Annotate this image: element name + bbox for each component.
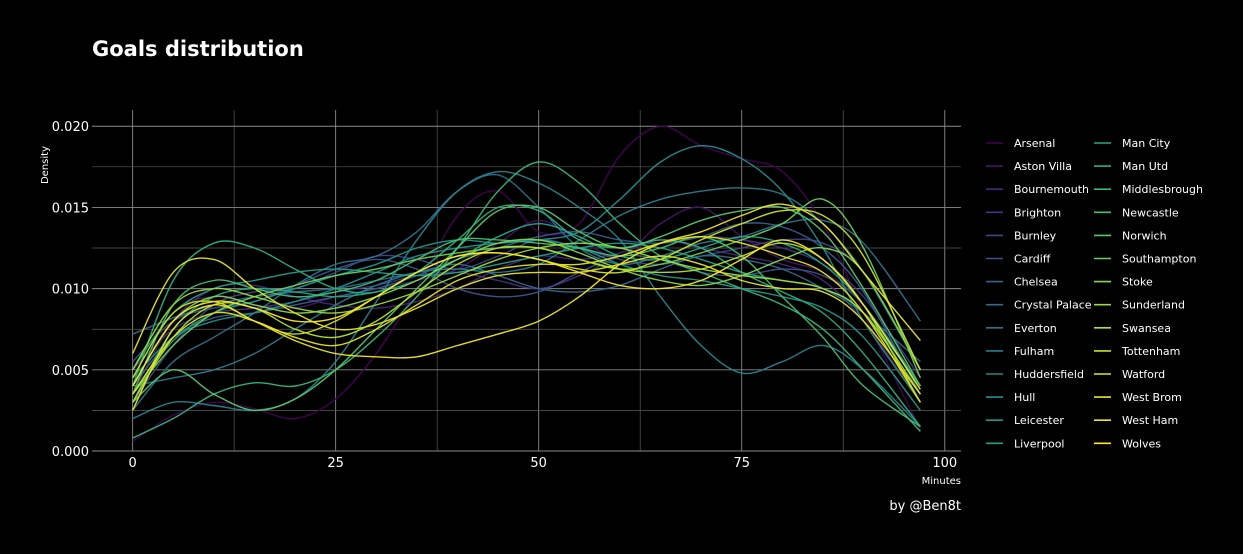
legend-label-crystal-palace: Crystal Palace bbox=[1014, 299, 1092, 312]
series-line-fulham bbox=[132, 187, 922, 387]
legend-label-burnley: Burnley bbox=[1014, 229, 1057, 242]
legend-label-wolves: Wolves bbox=[1122, 437, 1161, 450]
y-tick-label: 0.005 bbox=[52, 364, 89, 379]
legend-label-middlesbrough: Middlesbrough bbox=[1122, 183, 1203, 196]
x-tick-label: 50 bbox=[530, 456, 547, 471]
series-line-brighton bbox=[132, 235, 921, 379]
series-layer bbox=[131, 125, 922, 442]
legend-label-leicester: Leicester bbox=[1014, 414, 1064, 427]
x-tick-label: 25 bbox=[327, 456, 344, 471]
series-line-wolves bbox=[132, 239, 921, 390]
x-tick-label: 100 bbox=[932, 456, 957, 471]
series-line-bournemouth bbox=[131, 239, 921, 403]
caption: by @Ben8t bbox=[889, 499, 961, 514]
chart-title: Goals distribution bbox=[92, 37, 304, 61]
legend: Arsenal Aston Villa Bournemouth Brighton Bur… bbox=[986, 137, 1203, 450]
series-line-west-ham bbox=[131, 203, 921, 411]
legend-label-stoke: Stoke bbox=[1122, 276, 1153, 289]
y-tick-label: 0.010 bbox=[52, 283, 89, 298]
legend-label-tottenham: Tottenham bbox=[1121, 345, 1180, 358]
y-tick-label: 0.015 bbox=[52, 201, 89, 216]
legend-label-arsenal: Arsenal bbox=[1014, 137, 1055, 150]
legend-label-norwich: Norwich bbox=[1122, 229, 1167, 242]
legend-label-sunderland: Sunderland bbox=[1122, 299, 1185, 312]
legend-label-cardiff: Cardiff bbox=[1014, 253, 1051, 266]
legend-label-west-ham: West Ham bbox=[1122, 414, 1178, 427]
grid bbox=[92, 110, 961, 452]
legend-label-swansea: Swansea bbox=[1122, 322, 1171, 335]
legend-label-man-utd: Man Utd bbox=[1122, 160, 1168, 173]
legend-label-chelsea: Chelsea bbox=[1014, 276, 1058, 289]
legend-label-newcastle: Newcastle bbox=[1122, 206, 1179, 219]
legend-label-hull: Hull bbox=[1014, 391, 1035, 404]
legend-label-liverpool: Liverpool bbox=[1014, 437, 1064, 450]
series-line-norwich bbox=[132, 204, 922, 412]
legend-label-everton: Everton bbox=[1014, 322, 1057, 335]
y-tick-label: 0.000 bbox=[52, 445, 89, 460]
series-line-middlesbrough bbox=[132, 161, 921, 439]
legend-label-southampton: Southampton bbox=[1122, 253, 1196, 266]
x-tick-label: 75 bbox=[733, 456, 750, 471]
legend-label-watford: Watford bbox=[1122, 368, 1165, 381]
y-tick-label: 0.020 bbox=[52, 120, 89, 135]
legend-label-brighton: Brighton bbox=[1014, 206, 1061, 219]
series-line-west-brom bbox=[131, 255, 921, 395]
legend-label-bournemouth: Bournemouth bbox=[1014, 183, 1089, 196]
legend-label-aston-villa: Aston Villa bbox=[1014, 160, 1072, 173]
series-line-sunderland bbox=[132, 242, 921, 395]
series-line-stoke bbox=[132, 238, 922, 387]
y-axis-label: Density bbox=[40, 146, 51, 184]
legend-label-man-city: Man City bbox=[1122, 137, 1171, 150]
series-line-crystal-palace bbox=[132, 254, 921, 363]
legend-label-fulham: Fulham bbox=[1014, 345, 1054, 358]
legend-label-west-brom: West Brom bbox=[1122, 391, 1182, 404]
axis-ticks: 0 25 50 75 100 0.000 0.005 0.010 0.015 0.020 bbox=[52, 120, 957, 471]
x-axis-label: Minutes bbox=[922, 476, 961, 487]
series-line-arsenal bbox=[132, 125, 922, 442]
x-tick-label: 0 bbox=[128, 456, 136, 471]
legend-label-huddersfield: Huddersfield bbox=[1014, 368, 1084, 381]
